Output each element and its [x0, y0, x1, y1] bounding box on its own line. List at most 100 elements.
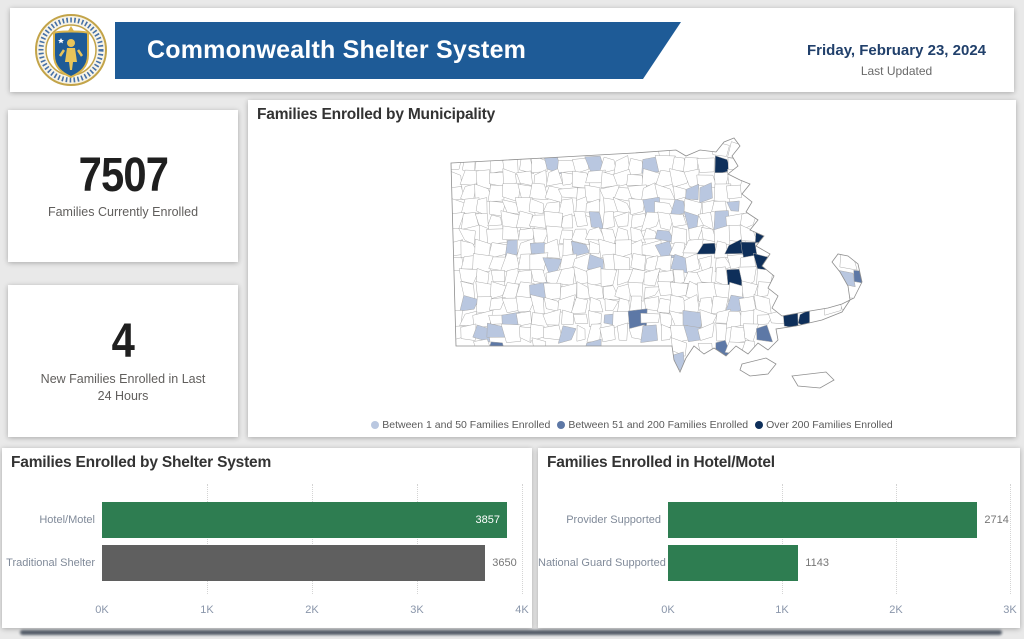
- municipality-cell[interactable]: [614, 211, 630, 227]
- municipality-cell[interactable]: [460, 212, 479, 230]
- municipality-cell[interactable]: [739, 224, 758, 242]
- municipality-cell[interactable]: [697, 322, 715, 341]
- municipality-cell[interactable]: [696, 157, 715, 173]
- massachusetts-choropleth-map[interactable]: [424, 136, 1006, 412]
- bar-hotel-motel[interactable]: [102, 502, 507, 538]
- municipality-cell[interactable]: [616, 322, 629, 341]
- municipality-cell[interactable]: [682, 310, 703, 330]
- municipality-cell[interactable]: [487, 214, 503, 227]
- municipality-cell[interactable]: [518, 227, 536, 241]
- municipality-cell[interactable]: [573, 313, 589, 324]
- municipality-cell[interactable]: [557, 325, 577, 344]
- municipality-cell[interactable]: [697, 211, 714, 231]
- municipality-cell[interactable]: [643, 286, 662, 299]
- municipality-cell[interactable]: [614, 283, 631, 302]
- municipality-cell[interactable]: [458, 228, 476, 245]
- municipality-cell[interactable]: [531, 154, 548, 174]
- municipality-cell[interactable]: [602, 253, 618, 271]
- municipality-cell[interactable]: [489, 281, 507, 300]
- municipality-cell[interactable]: [529, 252, 549, 272]
- municipality-cell[interactable]: [528, 198, 544, 215]
- municipality-cell[interactable]: [838, 296, 858, 315]
- municipality-cell[interactable]: [588, 310, 602, 328]
- municipality-cell[interactable]: [445, 169, 463, 190]
- municipality-cell[interactable]: [741, 280, 759, 299]
- municipality-cell[interactable]: [713, 224, 731, 246]
- municipality-cell[interactable]: [670, 226, 687, 245]
- municipality-cell[interactable]: [725, 184, 743, 200]
- municipality-cell[interactable]: [472, 324, 491, 343]
- municipality-cell[interactable]: [729, 326, 746, 344]
- municipality-cells[interactable]: [445, 140, 871, 371]
- municipality-cell[interactable]: [626, 174, 644, 186]
- municipality-cell[interactable]: [489, 297, 506, 311]
- municipality-cell[interactable]: [640, 324, 658, 343]
- municipality-cell[interactable]: [460, 323, 477, 341]
- municipality-cell[interactable]: [585, 198, 600, 213]
- municipality-cell[interactable]: [490, 270, 505, 283]
- municipality-cell[interactable]: [669, 242, 686, 257]
- municipality-cell[interactable]: [640, 211, 662, 232]
- municipality-cell[interactable]: [587, 283, 604, 301]
- municipality-cell[interactable]: [627, 268, 647, 284]
- municipality-cell[interactable]: [599, 324, 616, 343]
- municipality-cell[interactable]: [460, 197, 480, 214]
- bar-traditional-shelter[interactable]: [102, 545, 486, 581]
- municipality-cell[interactable]: [600, 268, 617, 288]
- municipality-cell[interactable]: [754, 225, 769, 245]
- legend-item[interactable]: Between 51 and 200 Families Enrolled: [557, 419, 748, 431]
- municipality-cell[interactable]: [570, 228, 590, 246]
- municipality-cell[interactable]: [617, 297, 631, 313]
- municipality-cell[interactable]: [475, 296, 493, 314]
- municipality-cell[interactable]: [630, 226, 647, 244]
- municipality-cell[interactable]: [699, 182, 713, 204]
- municipality-cell[interactable]: [853, 270, 871, 285]
- municipality-cell[interactable]: [715, 323, 728, 342]
- municipality-cell[interactable]: [588, 296, 604, 313]
- municipality-cell[interactable]: [529, 182, 549, 201]
- municipality-cell[interactable]: [570, 297, 588, 314]
- municipality-cell[interactable]: [628, 198, 646, 216]
- legend-item[interactable]: Over 200 Families Enrolled: [755, 419, 893, 431]
- municipality-cell[interactable]: [640, 312, 661, 324]
- municipality-cell[interactable]: [613, 253, 631, 271]
- municipality-cell[interactable]: [673, 185, 687, 201]
- municipality-cell[interactable]: [671, 351, 686, 371]
- municipality-cell[interactable]: [544, 185, 563, 203]
- municipality-cell[interactable]: [572, 157, 589, 174]
- kpi-card-families-enrolled[interactable]: 7507 Families Currently Enrolled: [8, 110, 238, 262]
- bar-national-guard-supported[interactable]: [668, 545, 799, 581]
- municipality-cell[interactable]: [445, 239, 463, 257]
- municipality-cell[interactable]: [584, 184, 601, 203]
- bar-provider-supported[interactable]: [668, 502, 978, 538]
- municipality-cell[interactable]: [756, 281, 772, 298]
- municipality-cell[interactable]: [711, 140, 730, 157]
- kpi-card-new-families-24h[interactable]: 4 New Families Enrolled in Last 24 Hours: [8, 285, 238, 437]
- municipality-cell[interactable]: [643, 267, 661, 287]
- municipality-cell[interactable]: [472, 253, 494, 273]
- municipality-cell[interactable]: [515, 310, 532, 327]
- municipality-cell[interactable]: [726, 200, 740, 212]
- municipality-cell[interactable]: [502, 168, 517, 188]
- municipality-cell[interactable]: [756, 324, 773, 343]
- municipality-cell[interactable]: [588, 211, 604, 230]
- municipality-cell[interactable]: [630, 253, 647, 272]
- municipality-cell[interactable]: [530, 269, 548, 285]
- municipality-cell[interactable]: [724, 341, 746, 355]
- municipality-cell[interactable]: [604, 298, 619, 311]
- municipality-cell[interactable]: [602, 211, 615, 230]
- municipality-cell[interactable]: [588, 241, 602, 255]
- municipality-cell[interactable]: [685, 183, 700, 201]
- municipality-cell[interactable]: [753, 294, 772, 315]
- municipality-cell[interactable]: [459, 295, 479, 312]
- legend-item[interactable]: Between 1 and 50 Families Enrolled: [371, 419, 550, 431]
- municipality-cell[interactable]: [487, 341, 507, 357]
- municipality-cell[interactable]: [543, 282, 562, 301]
- municipality-cell[interactable]: [561, 309, 574, 325]
- municipality-cell[interactable]: [531, 337, 547, 356]
- municipality-cell[interactable]: [487, 184, 505, 202]
- municipality-cell[interactable]: [685, 253, 701, 274]
- municipality-cell[interactable]: [576, 324, 586, 342]
- municipality-cell[interactable]: [500, 323, 522, 343]
- municipality-cell[interactable]: [458, 268, 480, 285]
